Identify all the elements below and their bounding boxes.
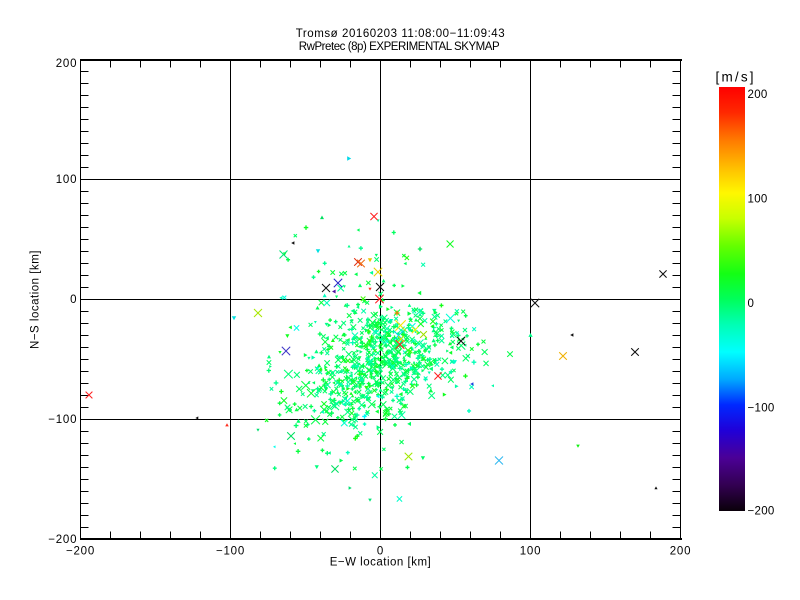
svg-text:Tromsø 20160203 11:08:00−11:09: Tromsø 20160203 11:08:00−11:09:43 bbox=[296, 28, 505, 40]
svg-text:0: 0 bbox=[377, 546, 384, 558]
svg-text:−100: −100 bbox=[216, 546, 245, 558]
svg-text:[m/s]: [m/s] bbox=[716, 70, 756, 85]
svg-text:−200: −200 bbox=[66, 546, 95, 558]
svg-text:E−W location [km]: E−W location [km] bbox=[330, 557, 432, 569]
svg-text:200: 200 bbox=[748, 89, 768, 101]
svg-text:−200: −200 bbox=[48, 534, 77, 546]
svg-text:−200: −200 bbox=[748, 506, 775, 518]
svg-text:100: 100 bbox=[56, 174, 78, 186]
svg-text:100: 100 bbox=[748, 194, 768, 206]
svg-text:200: 200 bbox=[670, 546, 692, 558]
svg-text:−100: −100 bbox=[48, 414, 77, 426]
svg-text:−100: −100 bbox=[748, 403, 775, 415]
svg-text:200: 200 bbox=[56, 58, 78, 70]
svg-text:RwPretec (8p) EXPERIMENTAL SKY: RwPretec (8p) EXPERIMENTAL SKYMAP bbox=[299, 41, 500, 53]
svg-text:0: 0 bbox=[70, 294, 77, 306]
svg-text:100: 100 bbox=[520, 546, 542, 558]
svg-text:N−S location [km]: N−S location [km] bbox=[30, 250, 42, 349]
svg-text:0: 0 bbox=[748, 298, 755, 310]
